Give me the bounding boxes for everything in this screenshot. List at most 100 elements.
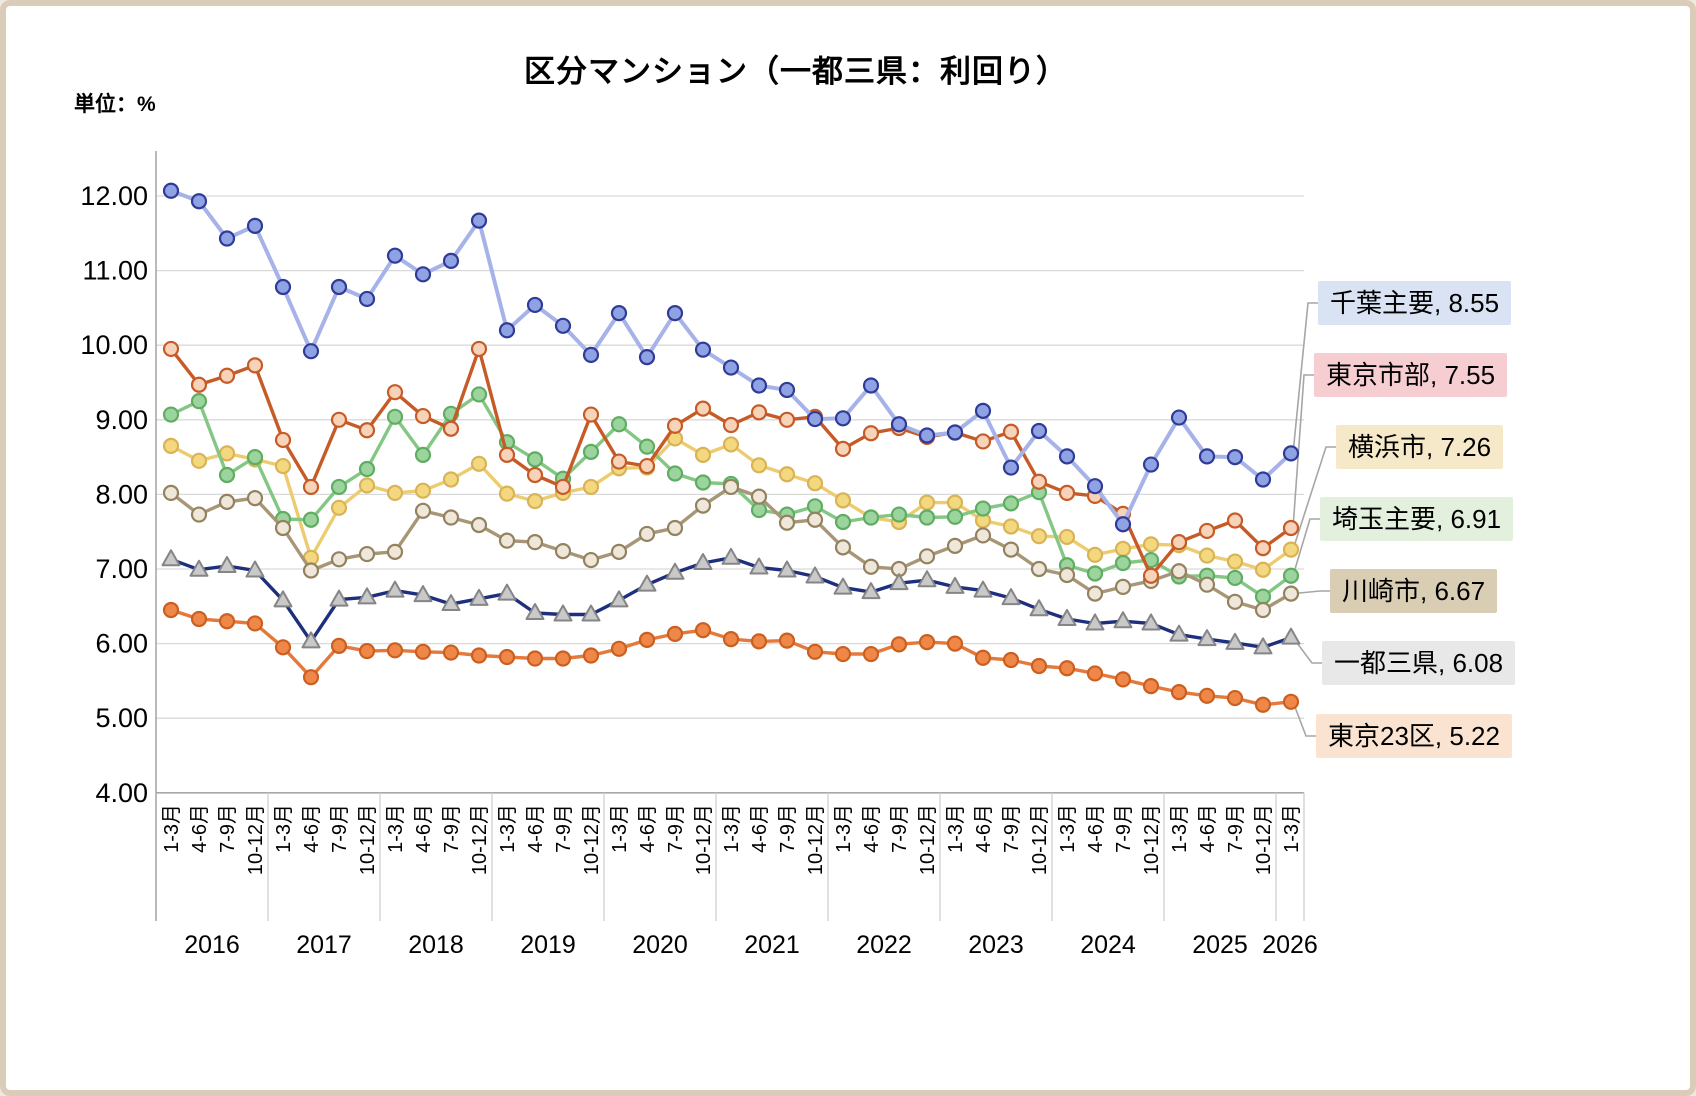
- data-point-marker: [330, 637, 348, 654]
- svg-text:7.00: 7.00: [95, 554, 148, 584]
- data-point-marker: [554, 542, 572, 560]
- data-point-marker: [834, 513, 852, 531]
- data-point-marker: [918, 427, 936, 444]
- data-point-marker: [1086, 546, 1104, 563]
- data-point-marker: [330, 551, 348, 568]
- chart-title: 区分マンション（一都三県：利回り）: [524, 54, 1068, 89]
- legend-callout-tokyo-shibu: 東京市部, 7.55: [1314, 353, 1508, 397]
- data-point-marker: [778, 514, 796, 531]
- data-point-marker: [218, 493, 236, 510]
- data-point-marker: [694, 622, 712, 639]
- data-point-marker: [497, 583, 517, 601]
- data-point-marker: [1113, 611, 1133, 629]
- data-point-marker: [330, 278, 348, 296]
- data-point-marker: [414, 502, 432, 519]
- data-point-marker: [806, 475, 824, 492]
- data-point-marker: [1198, 687, 1216, 704]
- data-point-marker: [357, 587, 377, 605]
- data-point-marker: [190, 452, 208, 469]
- data-point-marker: [722, 436, 740, 453]
- data-point-marker: [1170, 683, 1188, 701]
- data-point-marker: [834, 539, 852, 556]
- data-point-marker: [358, 290, 376, 308]
- data-point-marker: [386, 484, 404, 502]
- legend-callout-chiba: 千葉主要, 8.55: [1318, 281, 1512, 325]
- data-point-marker: [1254, 540, 1272, 557]
- data-point-marker: [274, 639, 292, 656]
- data-point-marker: [189, 559, 209, 577]
- data-point-marker: [274, 519, 292, 537]
- data-point-marker: [162, 182, 180, 199]
- data-point-marker: [1141, 613, 1161, 631]
- data-point-marker: [218, 230, 236, 247]
- svg-text:2017: 2017: [296, 931, 352, 959]
- data-point-marker: [1057, 608, 1077, 626]
- data-point-marker: [582, 406, 600, 423]
- data-point-marker: [442, 420, 460, 437]
- data-point-marker: [1030, 560, 1048, 578]
- data-point-marker: [1226, 512, 1244, 529]
- data-point-marker: [638, 349, 656, 366]
- data-point-marker: [805, 566, 825, 584]
- legend-callout-tokyo23: 東京23区, 5.22: [1316, 714, 1512, 758]
- data-point-marker: [694, 497, 712, 514]
- data-point-marker: [610, 305, 628, 322]
- svg-text:7-9月: 7-9月: [1001, 804, 1023, 853]
- data-point-marker: [301, 631, 321, 649]
- svg-text:1-3月: 1-3月: [1281, 804, 1303, 853]
- svg-text:1-3月: 1-3月: [945, 804, 967, 853]
- data-point-marker: [245, 560, 265, 578]
- data-point-marker: [414, 482, 432, 499]
- svg-text:2020: 2020: [632, 931, 688, 959]
- data-point-marker: [442, 252, 460, 270]
- data-point-marker: [1002, 423, 1020, 440]
- data-point-marker: [1001, 588, 1021, 606]
- data-point-marker: [973, 580, 993, 598]
- data-point-marker: [1058, 448, 1076, 465]
- data-point-marker: [862, 425, 880, 442]
- data-point-marker: [386, 384, 404, 401]
- data-point-marker: [918, 634, 936, 651]
- svg-text:10-12月: 10-12月: [805, 804, 827, 875]
- svg-text:10-12月: 10-12月: [469, 804, 491, 875]
- axes: [155, 151, 1305, 921]
- data-point-marker: [470, 386, 488, 403]
- data-point-marker: [1142, 536, 1160, 553]
- svg-text:4-6月: 4-6月: [525, 804, 547, 853]
- svg-text:2023: 2023: [968, 931, 1024, 959]
- data-point-marker: [470, 516, 488, 534]
- data-point-marker: [190, 610, 208, 628]
- data-point-marker: [442, 509, 460, 526]
- data-point-marker: [414, 266, 432, 283]
- svg-text:4.00: 4.00: [95, 778, 148, 808]
- data-point-marker: [1282, 445, 1300, 462]
- data-point-marker: [1254, 601, 1272, 619]
- data-point-marker: [1198, 547, 1216, 564]
- data-point-marker: [918, 548, 936, 565]
- data-point-marker: [946, 508, 964, 525]
- data-point-marker: [834, 645, 852, 663]
- data-point-marker: [1226, 553, 1244, 570]
- svg-text:10-12月: 10-12月: [1253, 804, 1275, 875]
- data-point-marker: [610, 416, 628, 433]
- svg-text:1-3月: 1-3月: [385, 804, 407, 853]
- data-point-marker: [974, 500, 992, 517]
- data-point-marker: [778, 466, 796, 483]
- data-point-marker: [834, 410, 852, 427]
- data-point-marker: [162, 484, 180, 502]
- data-point-marker: [974, 527, 992, 544]
- data-point-marker: [1030, 657, 1048, 675]
- data-point-marker: [638, 631, 656, 648]
- data-point-marker: [386, 642, 404, 659]
- data-point-marker: [974, 402, 992, 419]
- legend-callout-saitama: 埼玉主要, 6.91: [1320, 497, 1514, 541]
- data-point-marker: [358, 477, 376, 494]
- svg-text:7-9月: 7-9月: [665, 804, 687, 853]
- data-point-marker: [1142, 567, 1160, 584]
- data-point-marker: [722, 359, 740, 376]
- data-point-marker: [582, 647, 600, 664]
- data-point-marker: [890, 416, 908, 433]
- data-point-marker: [1198, 448, 1216, 465]
- data-point-marker: [749, 557, 769, 575]
- svg-text:10-12月: 10-12月: [1029, 804, 1051, 875]
